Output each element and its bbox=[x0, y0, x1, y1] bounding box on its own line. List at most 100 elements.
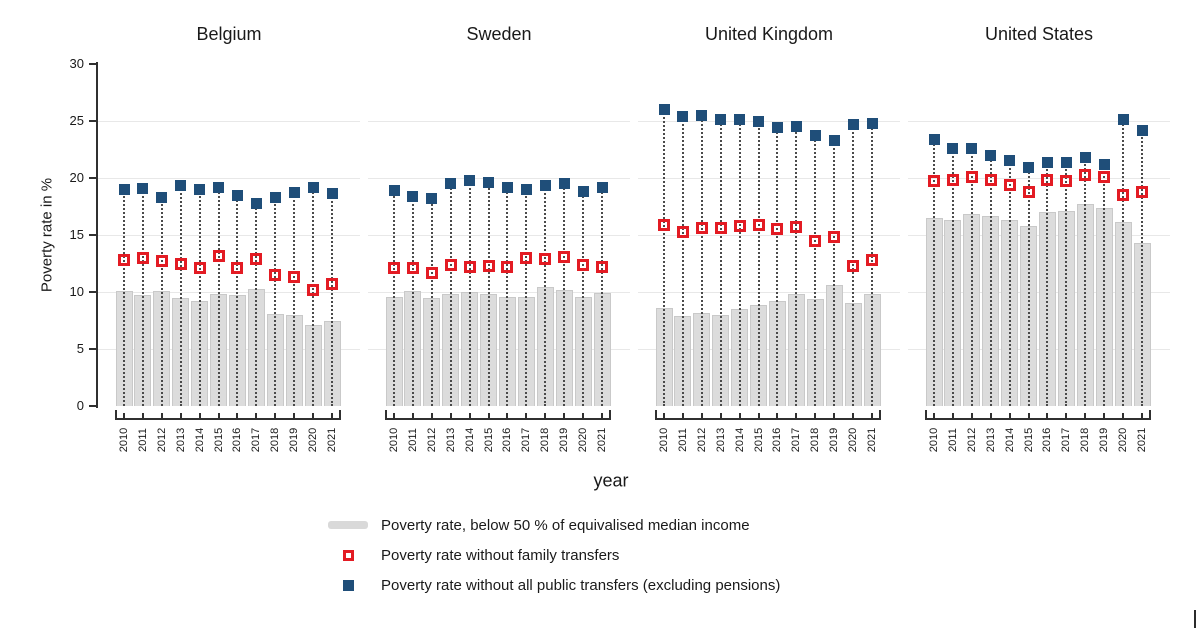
dropline bbox=[757, 121, 760, 406]
year-tick-label: 2015 bbox=[752, 427, 765, 453]
year-tick-label: 2013 bbox=[714, 427, 727, 453]
year-tick-label: 2016 bbox=[231, 427, 244, 453]
dropline bbox=[468, 180, 471, 406]
dropline bbox=[430, 198, 433, 406]
marker-without-public-transfers bbox=[501, 181, 513, 193]
x-axis-tick bbox=[506, 413, 509, 420]
marker-without-public-transfers bbox=[715, 114, 727, 126]
marker-without-public-transfers bbox=[445, 178, 457, 190]
gridline bbox=[98, 292, 360, 293]
x-axis-tick bbox=[179, 413, 182, 420]
marker-without-public-transfers bbox=[326, 188, 338, 200]
legend-item-poverty-rate: Poverty rate, below 50 % of equivalised … bbox=[328, 514, 780, 536]
marker-without-family-transfers bbox=[425, 266, 438, 279]
marker-without-public-transfers bbox=[520, 183, 532, 195]
year-tick-label: 2021 bbox=[1136, 427, 1148, 453]
x-axis-tick bbox=[1103, 413, 1106, 420]
dropline bbox=[544, 185, 547, 406]
marker-without-public-transfers bbox=[175, 180, 187, 192]
dropline bbox=[198, 189, 201, 406]
x-axis-tick bbox=[198, 413, 201, 420]
x-axis-title: year bbox=[593, 470, 629, 491]
marker-without-family-transfers bbox=[984, 174, 997, 187]
x-axis-tick bbox=[312, 413, 315, 420]
marker-without-public-transfers bbox=[985, 149, 997, 161]
marker-without-public-transfers bbox=[269, 191, 281, 203]
x-axis-united-states: 2010 2011 2012 2013 2014 2015 2016 2017 2018 2019… bbox=[908, 410, 1170, 468]
x-axis-tick bbox=[1008, 413, 1011, 420]
marker-without-public-transfers bbox=[828, 134, 840, 146]
x-axis-tick bbox=[236, 413, 239, 420]
marker-without-family-transfers bbox=[695, 222, 708, 235]
year-tick-label: 2019 bbox=[558, 427, 571, 453]
x-axis-tick bbox=[1027, 413, 1030, 420]
marker-without-family-transfers bbox=[596, 260, 608, 273]
legend-swatch-red-square-icon bbox=[328, 549, 368, 561]
year-tick-label: 2021 bbox=[866, 427, 878, 453]
y-tick-label: 0 bbox=[76, 398, 84, 413]
dropline bbox=[776, 127, 779, 406]
year-tick-label: 2010 bbox=[388, 427, 400, 453]
marker-without-family-transfers bbox=[231, 262, 244, 275]
x-axis-tick bbox=[852, 413, 855, 420]
marker-without-family-transfers bbox=[866, 254, 878, 267]
x-axis-tick bbox=[700, 413, 703, 420]
x-axis-tick bbox=[487, 413, 490, 420]
marker-without-public-transfers bbox=[464, 174, 476, 186]
marker-without-family-transfers bbox=[288, 271, 301, 284]
year-tick-label: 2014 bbox=[193, 427, 206, 453]
x-axis-united-kingdom: 2010 2011 2012 2013 2014 2015 2016 2017 2018 2019… bbox=[638, 410, 900, 468]
panel-title-united-kingdom: United Kingdom bbox=[704, 24, 834, 44]
dropline bbox=[1122, 119, 1125, 406]
panel-title-sweden: Sweden bbox=[466, 24, 532, 44]
year-tick-label: 2010 bbox=[658, 427, 670, 453]
marker-without-family-transfers bbox=[1117, 189, 1130, 202]
year-tick-label: 2014 bbox=[463, 427, 476, 453]
gridline bbox=[368, 121, 630, 122]
x-axis-line bbox=[655, 418, 881, 420]
x-axis-tick bbox=[933, 413, 935, 420]
marker-without-public-transfers bbox=[426, 193, 438, 205]
dropline bbox=[1065, 162, 1068, 406]
marker-without-public-transfers bbox=[194, 183, 206, 195]
x-axis-tick bbox=[123, 413, 125, 420]
dropline bbox=[852, 124, 855, 406]
y-axis-tick bbox=[89, 63, 97, 65]
marker-without-family-transfers bbox=[790, 221, 803, 234]
marker-without-public-transfers bbox=[1079, 151, 1091, 163]
marker-without-family-transfers bbox=[174, 257, 187, 270]
year-tick-label: 2017 bbox=[520, 427, 533, 453]
year-tick-label: 2019 bbox=[1098, 427, 1111, 453]
marker-without-public-transfers bbox=[213, 181, 225, 193]
dropline bbox=[1084, 157, 1087, 406]
x-axis-tick bbox=[1084, 413, 1087, 420]
marker-without-family-transfers bbox=[828, 231, 841, 244]
x-axis-endcap bbox=[925, 410, 927, 420]
year-tick-label: 2019 bbox=[288, 427, 301, 453]
marker-without-family-transfers bbox=[406, 262, 419, 275]
x-axis-tick bbox=[1065, 413, 1068, 420]
marker-without-public-transfers bbox=[696, 109, 708, 121]
marker-without-family-transfers bbox=[155, 255, 168, 268]
year-tick-label: 2021 bbox=[596, 427, 608, 453]
dropline bbox=[1027, 167, 1030, 406]
scrollbar-artifact bbox=[1194, 610, 1196, 628]
year-tick-label: 2013 bbox=[174, 427, 187, 453]
dropline bbox=[393, 190, 395, 406]
marker-without-family-transfers bbox=[1136, 185, 1148, 198]
marker-without-family-transfers bbox=[714, 222, 727, 235]
dropline bbox=[506, 187, 509, 406]
marker-without-public-transfers bbox=[250, 197, 262, 209]
marker-without-family-transfers bbox=[1041, 174, 1054, 187]
year-tick-label: 2011 bbox=[676, 428, 689, 452]
x-axis-tick bbox=[776, 413, 779, 420]
dropline bbox=[989, 155, 992, 406]
dropline bbox=[236, 195, 239, 406]
marker-without-family-transfers bbox=[307, 283, 320, 296]
marker-without-public-transfers bbox=[677, 110, 689, 122]
year-tick-label: 2015 bbox=[212, 427, 225, 453]
x-axis-tick bbox=[331, 413, 333, 420]
x-axis-tick bbox=[274, 413, 277, 420]
year-tick-label: 2018 bbox=[269, 427, 282, 453]
